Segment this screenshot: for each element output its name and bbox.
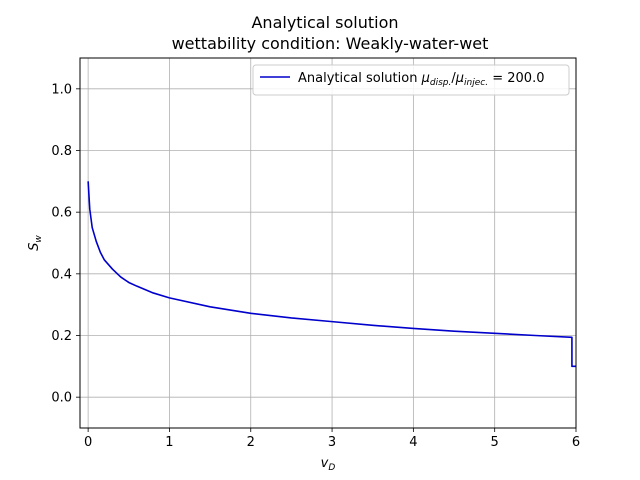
plot-frame xyxy=(79,57,577,429)
x-axis-ticks: 0 1 2 3 4 5 6 xyxy=(84,428,580,450)
series-layer xyxy=(87,181,576,368)
series-line xyxy=(87,181,576,368)
legend-mu1-sub: disp. xyxy=(430,78,451,88)
x-tick-label: 1 xyxy=(165,435,173,450)
legend-entry-label: Analytical solution μdisp./μinjec. = 200… xyxy=(298,71,544,88)
x-axis-label: vD xyxy=(321,456,336,473)
y-tick-label: 0.0 xyxy=(51,391,72,406)
y-tick-label: 0.6 xyxy=(51,206,72,221)
y-tick-label: 0.4 xyxy=(51,267,72,282)
y-tick-label: 0.2 xyxy=(51,329,72,344)
y-axis-label: Sw xyxy=(27,235,44,251)
grid-lines xyxy=(80,58,577,428)
y-tick-label: 0.8 xyxy=(51,144,72,159)
chart-subtitle: wettability condition: Weakly-water-wet xyxy=(172,34,489,53)
y-axis-label-sub: w xyxy=(34,235,44,243)
y-axis-label-base: S xyxy=(27,243,42,251)
legend-entry-prefix: Analytical solution xyxy=(298,71,422,86)
chart-title: Analytical solution xyxy=(251,13,398,32)
legend-entry-value: = 200.0 xyxy=(488,71,544,86)
x-axis-label-sub: D xyxy=(328,463,335,473)
legend-mu1: μ xyxy=(421,71,430,86)
x-tick-label: 3 xyxy=(328,435,336,450)
legend-mu2-sub: injec. xyxy=(464,78,488,88)
legend-slash: / xyxy=(451,71,456,86)
legend-mu2: μ xyxy=(455,71,464,86)
y-tick-label: 1.0 xyxy=(51,82,72,97)
x-tick-label: 6 xyxy=(572,435,580,450)
x-tick-label: 5 xyxy=(491,435,499,450)
legend-box xyxy=(252,64,570,96)
x-tick-label: 4 xyxy=(409,435,417,450)
x-tick-label: 0 xyxy=(84,435,92,450)
x-tick-label: 2 xyxy=(247,435,255,450)
y-axis-ticks: 0.0 0.2 0.4 0.6 0.8 1.0 xyxy=(51,82,80,406)
legend: Analytical solution μdisp./μinjec. = 200… xyxy=(252,64,570,96)
x-axis-label-base: v xyxy=(321,456,329,471)
